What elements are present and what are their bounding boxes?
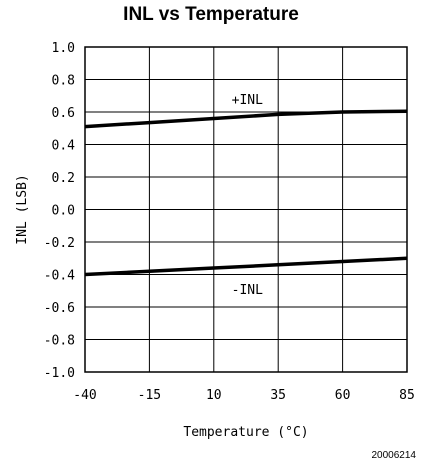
series-line-plus-inl [84, 109, 408, 129]
chart-title: INL vs Temperature [123, 4, 299, 25]
y-tick-label: 1.0 [52, 41, 75, 56]
y-axis-label: INL (LSB) [15, 174, 30, 244]
y-tick-label: -1.0 [44, 366, 75, 381]
x-tick-label: 35 [270, 388, 286, 403]
x-axis-label: Temperature (°C) [183, 425, 308, 440]
y-tick-labels: 1.0 0.8 0.6 0.4 0.2 0.0 -0.2 -0.4 -0.6 -0.8 -1.0 [44, 41, 75, 381]
plot-frame [84, 46, 408, 373]
y-tick-label: -0.8 [44, 334, 75, 349]
x-tick-label: -40 [73, 388, 96, 403]
grid [84, 46, 408, 373]
series-annotation-plus-inl: +INL [232, 93, 263, 108]
y-tick-label: 0.0 [52, 204, 75, 219]
y-tick-label: 0.4 [52, 139, 76, 154]
x-tick-label: 10 [206, 388, 222, 403]
y-tick-label: 0.2 [52, 171, 75, 186]
x-tick-label: 85 [399, 388, 415, 403]
x-tick-label: 60 [335, 388, 351, 403]
figure-id: 20006214 [371, 450, 417, 461]
series-annotations: +INL -INL [232, 93, 263, 298]
y-tick-label: -0.2 [44, 236, 75, 251]
series-line-minus-inl [84, 256, 408, 277]
y-tick-label: 0.6 [52, 106, 75, 121]
series-group [84, 109, 408, 277]
y-tick-label: -0.6 [44, 301, 75, 316]
series-annotation-minus-inl: -INL [232, 283, 263, 298]
y-tick-label: 0.8 [52, 74, 75, 89]
x-tick-labels: -40 -15 10 35 60 85 [73, 388, 415, 403]
x-tick-label: -15 [138, 388, 161, 403]
y-tick-label: -0.4 [44, 269, 75, 284]
